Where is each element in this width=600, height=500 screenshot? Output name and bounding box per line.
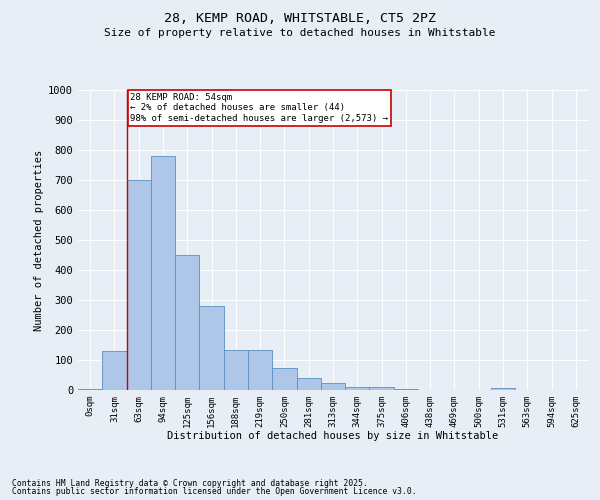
Bar [394,388,418,390]
Bar [491,388,515,390]
Text: Size of property relative to detached houses in Whitstable: Size of property relative to detached ho… [104,28,496,38]
Y-axis label: Number of detached properties: Number of detached properties [34,150,44,330]
Text: Contains HM Land Registry data © Crown copyright and database right 2025.: Contains HM Land Registry data © Crown c… [12,478,368,488]
Bar [248,350,272,390]
Bar [321,384,345,390]
Bar [224,350,248,390]
Bar [296,378,321,390]
Bar [272,368,296,390]
X-axis label: Distribution of detached houses by size in Whitstable: Distribution of detached houses by size … [167,432,499,442]
Bar [199,306,224,390]
Bar [78,388,102,390]
Text: Contains public sector information licensed under the Open Government Licence v3: Contains public sector information licen… [12,487,416,496]
Bar [151,156,175,390]
Bar [175,255,199,390]
Bar [102,351,127,390]
Bar [370,386,394,390]
Bar [127,180,151,390]
Text: 28, KEMP ROAD, WHITSTABLE, CT5 2PZ: 28, KEMP ROAD, WHITSTABLE, CT5 2PZ [164,12,436,26]
Bar [345,386,370,390]
Text: 28 KEMP ROAD: 54sqm
← 2% of detached houses are smaller (44)
98% of semi-detache: 28 KEMP ROAD: 54sqm ← 2% of detached hou… [130,93,388,123]
